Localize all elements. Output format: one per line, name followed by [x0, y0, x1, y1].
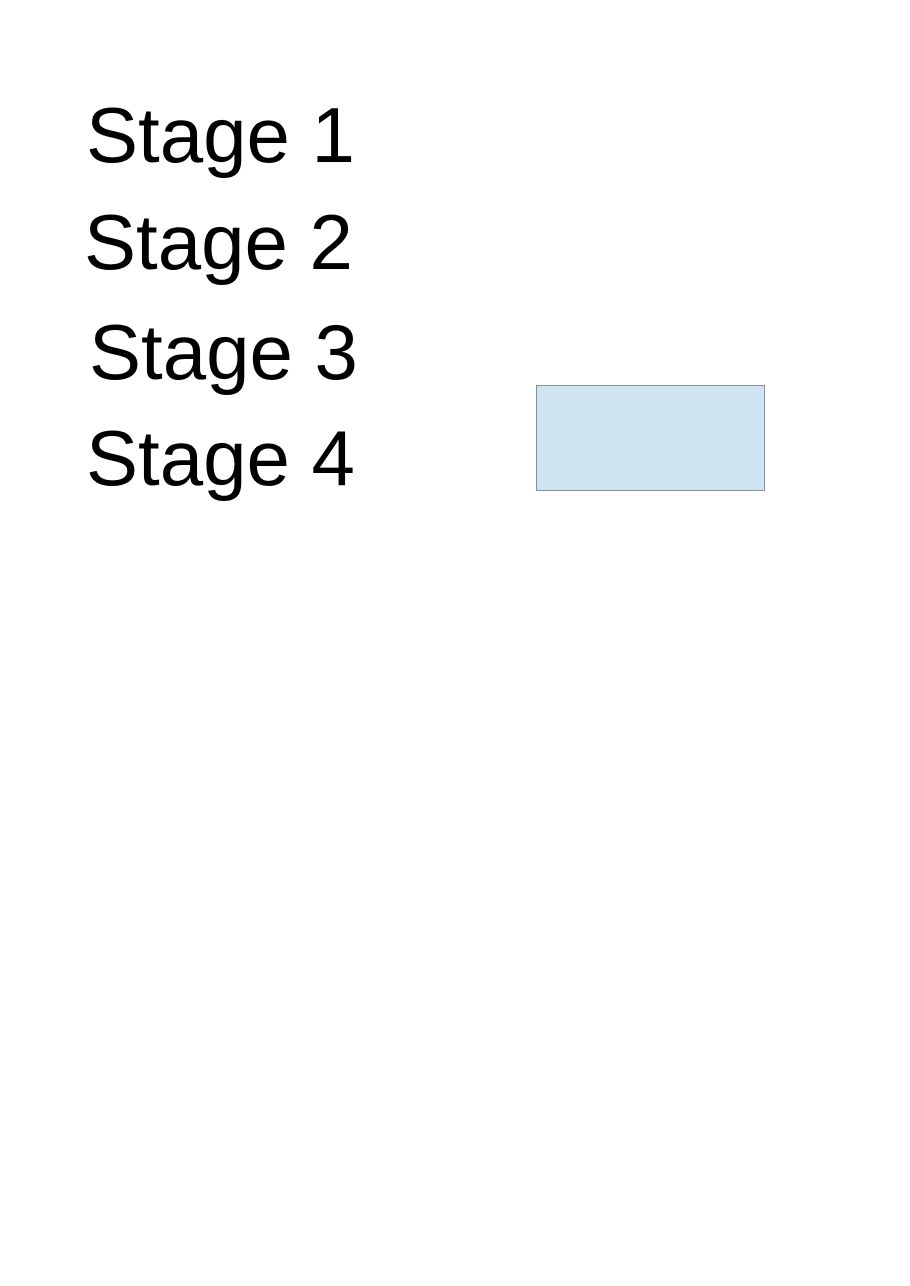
stage-1-label: Stage 1: [86, 91, 355, 179]
light-blue-rectangle-shape[interactable]: [536, 385, 765, 491]
stage-3-label: Stage 3: [89, 308, 358, 396]
stage-2-label: Stage 2: [84, 198, 353, 286]
stage-4-label: Stage 4: [86, 414, 355, 502]
